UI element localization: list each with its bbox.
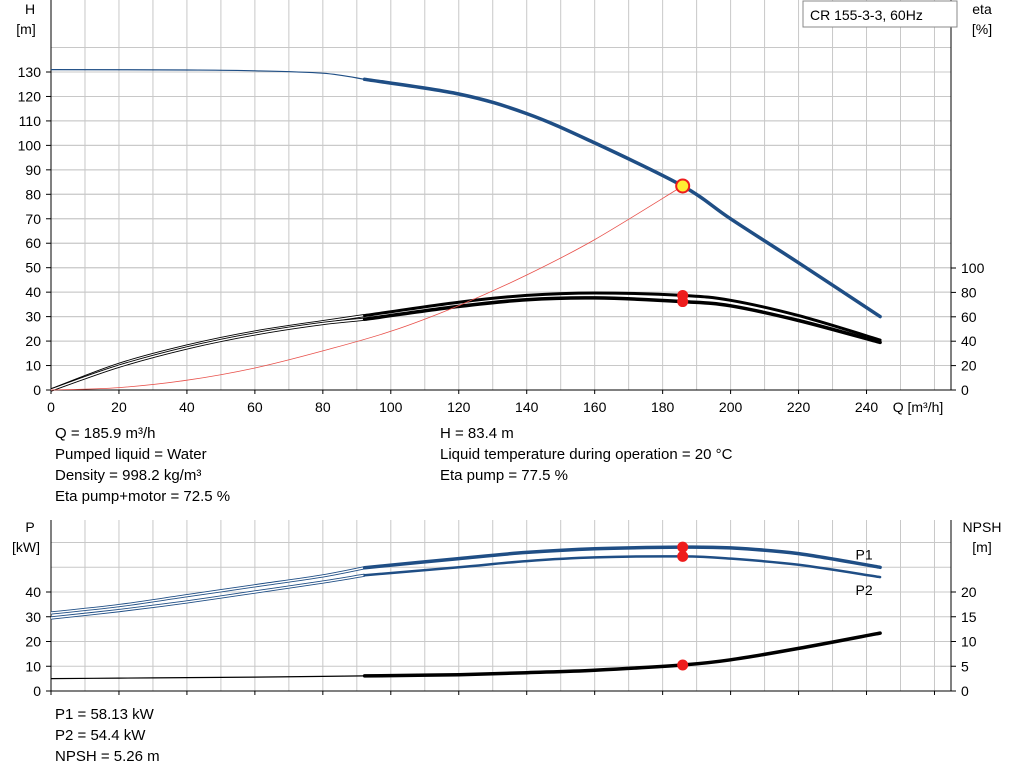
y-tick-label-left: 130 (18, 64, 42, 80)
x-tick-label: 40 (179, 399, 195, 415)
x-tick-label: 200 (719, 399, 743, 415)
power-info: P1 = 58.13 kW P2 = 54.4 kW NPSH = 5.26 m (55, 704, 160, 767)
series-eta_pump-low-flow (50, 314, 365, 392)
y-tick-label-left: 10 (25, 658, 41, 674)
duty-point-marker (677, 296, 689, 308)
info-eta-pump: Eta pump = 77.5 % (440, 467, 568, 484)
y-tick-label-left: 0 (33, 683, 41, 699)
series-eta_pump (363, 291, 882, 342)
series-eta_pump_motor-low-flow-inner (50, 318, 365, 391)
y-tick-label-right: 15 (961, 609, 977, 625)
y-tick-label-left: 70 (25, 211, 41, 227)
model-label: CR 155-3-3, 60Hz (810, 7, 923, 23)
series-P1-low-flow (50, 566, 365, 615)
series-P2-low-flow (50, 573, 365, 620)
series-system_curve-low-flow (50, 185, 683, 391)
y-tick-label-right: 0 (961, 382, 969, 398)
duty-point-marker (677, 541, 689, 553)
x-tick-label: 0 (47, 399, 55, 415)
y-tick-label-left: 20 (25, 333, 41, 349)
y-tick-label-left: 60 (25, 235, 41, 251)
y-tick-label-left: 30 (25, 609, 41, 625)
y-tick-label-left: 10 (25, 358, 41, 374)
y-tick-label-left: 20 (25, 634, 41, 650)
info-liquid-temperature: Liquid temperature during operation = 20… (440, 446, 733, 463)
info-pumped-liquid: Pumped liquid = Water (55, 446, 207, 463)
y-tick-label-right: 60 (961, 309, 977, 325)
x-tick-label: 20 (111, 399, 127, 415)
y-tick-label-right: 20 (961, 584, 977, 600)
operating-point-marker (675, 178, 691, 194)
power-npsh-plot (46, 520, 956, 695)
series-head-low-flow (50, 69, 365, 80)
y-tick-label-right: 100 (961, 260, 985, 276)
series-P2-low-flow-inner (50, 574, 365, 619)
y-tick-label-left: 30 (25, 309, 41, 325)
y-axis-label-left: H (25, 1, 35, 17)
series-P1 (362, 545, 882, 570)
y-tick-label-left: 120 (18, 88, 42, 104)
y-tick-label-right: 10 (961, 634, 977, 650)
series-eta_pump_motor-low-flow (50, 317, 365, 392)
model-label-box (802, 0, 958, 28)
y-tick-label-left: 80 (25, 186, 41, 202)
y-tick-label-left: 0 (33, 382, 41, 398)
series-P2 (363, 555, 882, 579)
series-P1-low-flow-inner (50, 567, 365, 614)
y-tick-label-right: 5 (961, 658, 969, 674)
series-eta_pump-low-flow-inner (50, 314, 365, 391)
y-tick-label-left: 50 (25, 260, 41, 276)
y-axis-unit-left: [m] (16, 21, 35, 37)
y-tick-label-left: 40 (25, 284, 41, 300)
info-flow: Q = 185.9 m³/h (55, 425, 156, 442)
series-label-P2: P2 (856, 582, 873, 598)
x-tick-label: 220 (787, 399, 811, 415)
y-axis-label-right: NPSH (963, 519, 1002, 535)
y-axis-unit-right: [%] (972, 21, 992, 37)
x-tick-label: 100 (379, 399, 403, 415)
operating-info-left: Q = 185.9 m³/h Pumped liquid = Water Den… (55, 423, 230, 507)
series-NPSH (362, 631, 882, 678)
y-axis-unit-left: [kW] (12, 539, 40, 555)
y-axis-label-right: eta (972, 1, 992, 17)
head-efficiency-plot (46, 0, 956, 394)
x-axis-label: Q [m³/h] (893, 399, 944, 415)
y-tick-label-left: 110 (19, 113, 42, 129)
info-p1: P1 = 58.13 kW (55, 706, 154, 723)
x-tick-label: 80 (315, 399, 331, 415)
info-eta-pump-motor: Eta pump+motor = 72.5 % (55, 488, 231, 505)
x-tick-label: 160 (583, 399, 607, 415)
x-tick-label: 140 (515, 399, 539, 415)
y-axis-unit-right: [m] (972, 539, 991, 555)
duty-point-marker (677, 550, 689, 562)
y-tick-label-left: 40 (25, 584, 41, 600)
operating-info-right: H = 83.4 m Liquid temperature during ope… (440, 423, 732, 486)
info-npsh: NPSH = 5.26 m (55, 748, 160, 765)
x-tick-label: 60 (247, 399, 263, 415)
y-tick-label-right: 80 (961, 284, 977, 300)
series-NPSH-low-flow (50, 675, 365, 680)
y-tick-label-right: 20 (961, 358, 977, 374)
duty-point-marker (677, 659, 689, 671)
info-p2: P2 = 54.4 kW (55, 727, 146, 744)
info-head: H = 83.4 m (440, 425, 514, 442)
y-tick-label-right: 0 (961, 683, 969, 699)
x-tick-label: 240 (855, 399, 879, 415)
x-tick-label: 180 (651, 399, 675, 415)
series-eta_pump_motor (362, 296, 882, 345)
info-density: Density = 998.2 kg/m³ (55, 467, 202, 484)
y-tick-label-left: 90 (25, 162, 41, 178)
x-tick-label: 120 (447, 399, 471, 415)
series-head (362, 77, 882, 319)
series-label-P1: P1 (856, 546, 873, 562)
y-tick-label-right: 40 (961, 333, 977, 349)
y-tick-label-left: 100 (18, 137, 42, 153)
y-axis-label-left: P (25, 519, 34, 535)
